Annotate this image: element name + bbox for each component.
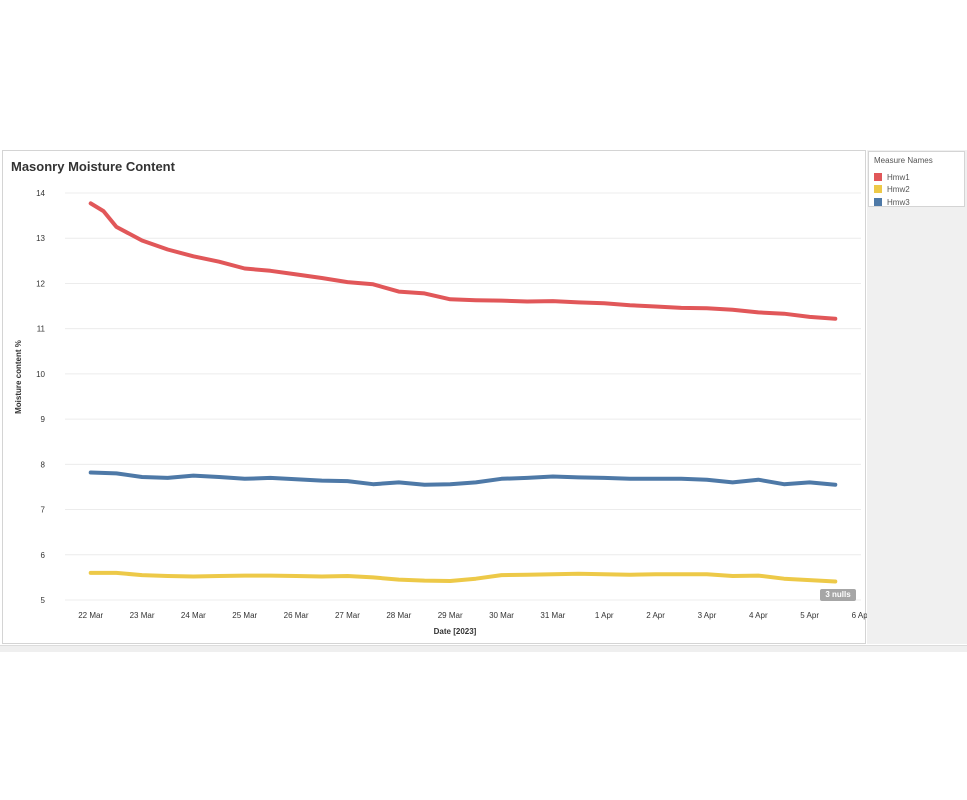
x-tick-label: 2 Apr <box>646 611 665 620</box>
y-tick-label: 8 <box>41 460 46 469</box>
legend-label: Hmw3 <box>887 197 910 207</box>
y-tick-label: 13 <box>36 234 45 243</box>
legend-swatch <box>874 198 882 206</box>
y-tick-label: 6 <box>41 551 46 560</box>
y-tick-label: 14 <box>36 189 45 198</box>
legend-item-hmw1[interactable]: Hmw1 <box>874 172 910 182</box>
x-tick-label: 6 Apr <box>852 611 867 620</box>
x-tick-label: 27 Mar <box>335 611 360 620</box>
x-tick-label: 1 Apr <box>595 611 614 620</box>
x-tick-label: 29 Mar <box>438 611 463 620</box>
x-axis-title: Date [2023] <box>434 627 477 636</box>
series-line-hmw3[interactable] <box>88 470 838 487</box>
y-axis-title: Moisture content % <box>14 340 23 414</box>
series-lines <box>88 201 838 584</box>
series-line-hmw1[interactable] <box>88 201 838 321</box>
y-axis-ticks: 5 6 7 8 9 10 11 12 13 14 <box>36 189 45 605</box>
sidebar <box>867 150 967 644</box>
x-tick-label: 28 Mar <box>386 611 411 620</box>
legend-swatch <box>874 185 882 193</box>
x-tick-label: 26 Mar <box>284 611 309 620</box>
chart-panel: 5 6 7 8 9 10 11 12 13 14 22 Mar 23 Mar 24 Mar 25 Mar… <box>2 150 867 644</box>
legend-swatch <box>874 173 882 181</box>
x-tick-label: 30 Mar <box>489 611 514 620</box>
y-tick-label: 12 <box>36 279 45 288</box>
legend-label: Hmw1 <box>887 172 910 182</box>
x-tick-label: 31 Mar <box>540 611 565 620</box>
x-tick-label: 24 Mar <box>181 611 206 620</box>
x-tick-label: 23 Mar <box>130 611 155 620</box>
legend: Measure Names Hmw1 Hmw2 Hmw3 <box>868 151 965 207</box>
null-indicator-badge[interactable]: 3 nulls <box>820 589 856 601</box>
y-tick-label: 10 <box>36 370 45 379</box>
y-tick-label: 5 <box>41 596 46 605</box>
y-tick-label: 11 <box>37 325 46 334</box>
legend-item-hmw3[interactable]: Hmw3 <box>874 197 910 207</box>
legend-label: Hmw2 <box>887 184 910 194</box>
chart-svg: 5 6 7 8 9 10 11 12 13 14 22 Mar 23 Mar 24 Mar 25 Mar… <box>14 189 867 636</box>
bottom-strip <box>0 645 967 652</box>
x-tick-label: 25 Mar <box>232 611 257 620</box>
x-tick-label: 4 Apr <box>749 611 768 620</box>
y-tick-label: 7 <box>41 506 46 515</box>
x-tick-label: 3 Apr <box>698 611 717 620</box>
series-line-hmw2[interactable] <box>88 570 838 584</box>
gridlines <box>65 192 861 601</box>
chart-title: Masonry Moisture Content <box>11 159 175 174</box>
legend-title: Measure Names <box>874 156 933 165</box>
x-tick-label: 5 Apr <box>800 611 819 620</box>
x-tick-label: 22 Mar <box>78 611 103 620</box>
x-axis-ticks: 22 Mar 23 Mar 24 Mar 25 Mar 26 Mar 27 Mar 28 M… <box>78 611 867 620</box>
legend-item-hmw2[interactable]: Hmw2 <box>874 184 910 194</box>
y-tick-label: 9 <box>41 415 46 424</box>
